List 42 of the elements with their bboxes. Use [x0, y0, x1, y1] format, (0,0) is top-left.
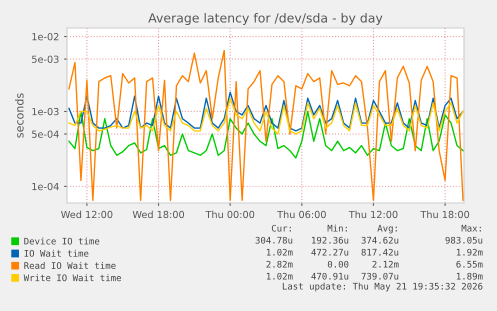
legend-label: Read IO Wait time: [24, 262, 116, 269]
text: 2.12m: [372, 260, 399, 268]
text: 192.36u: [312, 236, 348, 244]
text: 6.55m: [456, 260, 483, 268]
line-series: [68, 110, 464, 159]
text: 739.07u: [362, 272, 398, 280]
text: 1.02m: [266, 272, 293, 280]
x-tick-label: Thu 12:00: [348, 210, 398, 218]
x-tick-label: Wed 18:00: [132, 210, 184, 218]
text: 470.91u: [311, 272, 348, 280]
text: 1.02m: [266, 248, 293, 256]
text: 1.92m: [456, 248, 483, 256]
y-tick-label: 1e-04: [32, 182, 59, 190]
text: Max:: [462, 224, 481, 232]
y-tick-label: 5e-04: [32, 130, 59, 138]
line-series: [68, 98, 464, 135]
y-tick-label: 1e-02: [32, 33, 58, 40]
text: Min:: [328, 224, 347, 232]
legend-label: IO Wait time: [24, 250, 88, 257]
x-tick-label: Thu 06:00: [277, 210, 326, 218]
y-tick-label: 1e-03: [32, 108, 59, 116]
text: 817.42u: [362, 248, 398, 256]
legend-label: Write IO Wait time: [24, 274, 122, 282]
x-tick-label: Wed 12:00: [61, 210, 112, 218]
text: Avg:: [377, 224, 397, 234]
line-series: [68, 92, 464, 132]
text: 983.05u: [446, 236, 482, 244]
text: 1.89m: [456, 272, 483, 280]
text: 472.27u: [311, 248, 348, 256]
text: Cur:: [272, 224, 291, 232]
y-tick-label: 5e-03: [32, 56, 59, 63]
legend-label: Device IO time: [24, 238, 100, 245]
text: 0.00: [328, 260, 348, 268]
text: 304.78u: [256, 236, 292, 244]
line-series: [68, 50, 464, 202]
text: Last update: Thu May 21 19:35:32 2026: [282, 282, 482, 292]
y-axis-title: seconds: [15, 93, 24, 138]
x-tick-label: Thu 00:00: [205, 210, 254, 218]
chart-title: Average latency for /dev/sda - by day: [148, 12, 382, 26]
x-tick-label: Thu 18:00: [420, 210, 470, 218]
text: 2.82m: [266, 260, 293, 268]
text: 374.62u: [362, 236, 398, 244]
